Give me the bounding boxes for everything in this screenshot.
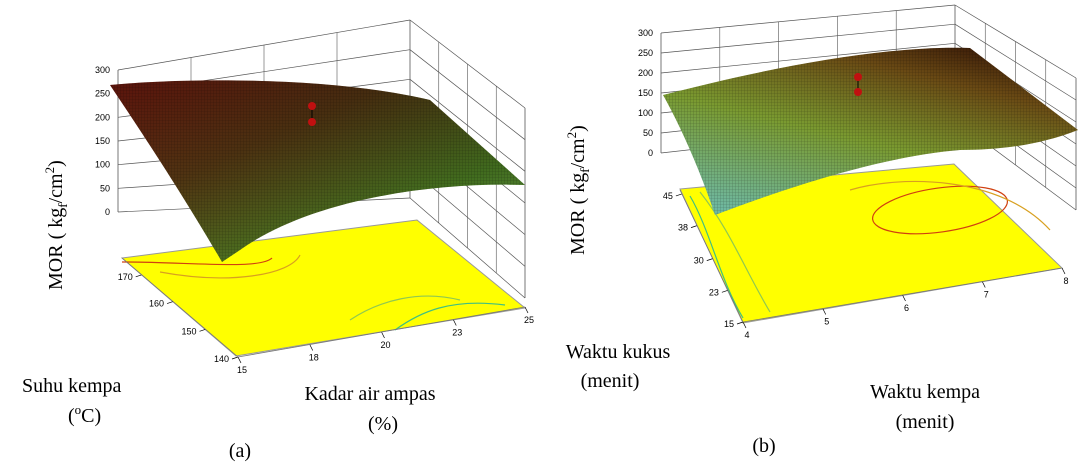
y-tick	[135, 274, 142, 278]
panel-a-y-ticks: 140 150 160 170	[118, 257, 239, 364]
floor-edge	[121, 257, 239, 358]
panel-a-x-axis-label-line1: Kadar air ampas	[304, 383, 435, 405]
z-tick-label: 50	[643, 128, 653, 138]
panel-b-z-axis-label: MOR ( kgf/cm2)	[564, 125, 592, 255]
z-tick-label: 0	[648, 148, 653, 158]
panel-b-x-axis-label-line1: Waktu kempa	[870, 381, 980, 403]
panel-b-z-ticks: 0 50 100 150 200 250 300	[638, 28, 653, 158]
x-tick	[742, 321, 747, 329]
z-tick-label: 300	[95, 65, 110, 75]
x-tick	[237, 356, 242, 364]
x-tick-label: 18	[309, 353, 319, 363]
y-tick	[706, 258, 713, 261]
panel-b-contours	[689, 180, 1051, 319]
design-point-marker	[308, 118, 316, 126]
panel-a-z-axis-label: MOR ( kgf/cm2)	[42, 160, 70, 290]
gridline	[660, 4, 956, 34]
x-tick-label: 23	[452, 328, 462, 338]
z-tick-label: 300	[638, 28, 653, 38]
panel-b-y-axis-label-line2: (menit)	[581, 370, 640, 392]
z-tick-label: 250	[638, 48, 653, 58]
x-tick-label: 20	[380, 340, 390, 350]
z-tick-label: 200	[638, 68, 653, 78]
floor-edge	[742, 267, 1063, 323]
x-tick-label: 6	[904, 303, 909, 313]
y-tick-label: 23	[709, 287, 719, 297]
x-tick-label: 4	[744, 330, 749, 340]
panel-b-y-ticks: 15 23 30 38 45	[663, 189, 744, 329]
y-tick-label: 45	[663, 191, 673, 201]
design-point-marker	[854, 73, 862, 81]
y-tick	[721, 289, 728, 293]
panel-b-design-points	[854, 73, 862, 96]
panel-b-x-axis-label-line2: (menit)	[896, 411, 955, 433]
y-tick-label: 30	[694, 256, 704, 266]
panel-a-contours	[121, 254, 506, 331]
y-tick	[166, 301, 174, 304]
x-tick	[1061, 267, 1066, 275]
panel-b-y-axis-label-line1: Waktu kukus	[566, 341, 671, 363]
x-tick-label: 25	[524, 315, 534, 325]
z-tick-label: 150	[95, 136, 110, 146]
y-tick	[199, 328, 206, 332]
x-tick	[981, 281, 986, 288]
panel-a-x-axis-label-line2: (%)	[368, 413, 398, 435]
y-tick	[736, 321, 744, 325]
panel-a-label: (a)	[229, 440, 251, 462]
z-tick-label: 100	[95, 160, 110, 170]
z-tick-label: 100	[638, 108, 653, 118]
x-tick	[524, 306, 529, 314]
y-tick-label: 38	[678, 223, 688, 233]
x-tick-label: 5	[824, 317, 829, 327]
panel-a-design-points	[308, 102, 316, 126]
z-tick-label: 0	[105, 207, 110, 217]
y-tick-label: 15	[724, 319, 734, 329]
x-tick	[822, 308, 827, 315]
x-tick	[902, 294, 906, 302]
design-point-marker	[308, 102, 316, 110]
y-tick	[675, 193, 683, 197]
panel-a-x-ticks: 15 18 20 23 25	[237, 306, 534, 375]
x-tick	[452, 319, 457, 326]
panel-a-y-axis-label-line1: Suhu kempa	[22, 375, 122, 397]
floor-edge	[237, 306, 526, 358]
y-tick	[231, 356, 239, 360]
y-tick-label: 140	[214, 354, 229, 364]
panel-b-x-ticks: 4 5 6 7 8	[742, 267, 1069, 340]
y-tick-label: 160	[149, 299, 164, 309]
floor-edge	[679, 189, 744, 323]
x-tick	[309, 344, 314, 351]
y-tick-label: 150	[181, 326, 196, 336]
z-tick-label: 150	[638, 88, 653, 98]
z-tick-label: 200	[95, 112, 110, 122]
x-tick-label: 15	[237, 365, 247, 375]
panel-a-z-ticks: 0 50 100 150 200 250 300	[95, 65, 110, 217]
gridline	[660, 23, 956, 54]
z-tick-label: 50	[100, 183, 110, 193]
z-tick-label: 250	[95, 89, 110, 99]
y-tick	[690, 225, 698, 228]
panel-b-label: (b)	[752, 435, 775, 457]
x-tick-label: 7	[984, 290, 989, 300]
y-tick-label: 170	[118, 272, 133, 282]
panel-a-y-axis-label-line2: (oC)	[68, 402, 101, 427]
x-tick	[381, 331, 385, 339]
gridline	[660, 42, 956, 74]
design-point-marker	[854, 88, 862, 96]
x-tick-label: 8	[1063, 276, 1068, 286]
